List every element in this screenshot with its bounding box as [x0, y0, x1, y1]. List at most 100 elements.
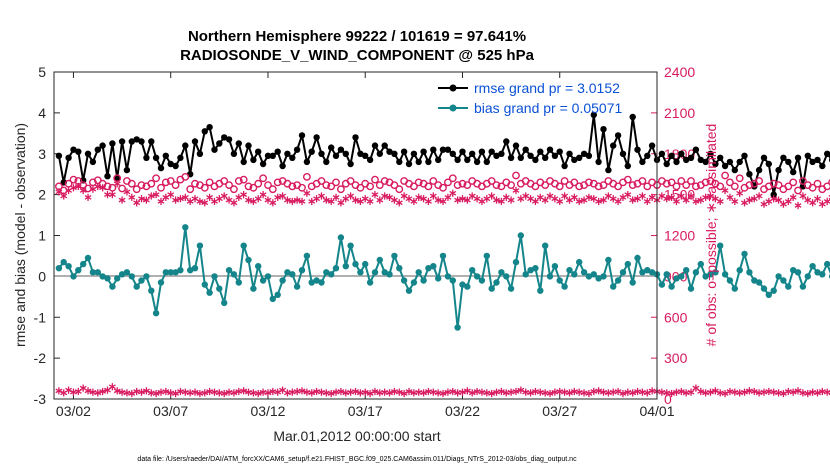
obs-assimilated-point	[668, 193, 676, 201]
obs-assimilated-point	[619, 389, 627, 398]
data-point	[600, 126, 607, 133]
obs-assimilated-point	[113, 387, 121, 395]
obs-assimilated-point	[245, 196, 252, 204]
obs-asterisk-stroke	[118, 197, 126, 203]
obs-asterisk-stroke	[147, 193, 155, 199]
data-point	[430, 263, 437, 270]
obs-assimilated-point	[677, 192, 685, 200]
obs-assimilated-point	[687, 388, 695, 396]
y-tick-label: -2	[34, 350, 47, 366]
data-point	[561, 283, 568, 290]
obs-assimilated-point	[415, 193, 423, 201]
data-point	[624, 260, 631, 268]
data-point	[522, 271, 529, 278]
data-point	[196, 242, 204, 249]
obs-asterisk-stroke	[298, 388, 306, 394]
obs-possible-point	[507, 181, 515, 190]
plot-area	[54, 72, 657, 399]
data-point	[726, 277, 734, 284]
obs-asterisk-stroke	[707, 193, 714, 199]
data-point	[809, 263, 816, 270]
obs-asterisk-stroke	[624, 192, 632, 197]
obs-assimilated-point	[220, 389, 228, 398]
data-point	[673, 158, 680, 166]
obs-possible-point	[531, 182, 540, 191]
obs-assimilated-point	[463, 387, 471, 395]
data-point	[439, 146, 447, 153]
data-point	[362, 260, 369, 268]
data-point	[770, 191, 777, 198]
obs-asterisk-stroke	[502, 194, 510, 200]
obs-assimilated-point	[318, 192, 325, 200]
obs-asterisk-stroke	[551, 389, 559, 395]
data-point	[303, 252, 311, 260]
data-point	[571, 271, 578, 278]
obs-assimilated-point	[818, 200, 826, 208]
obs-asterisk-stroke	[400, 391, 408, 396]
obs-asterisk-stroke	[668, 391, 676, 396]
obs-asterisk-stroke	[512, 188, 520, 193]
y-right-tick-label: 300	[664, 350, 688, 366]
obs-assimilated-point	[570, 193, 578, 201]
data-point	[298, 267, 306, 274]
obs-asterisk-stroke	[604, 390, 612, 396]
data-point	[123, 269, 131, 276]
data-point	[746, 171, 753, 178]
obs-asterisk-stroke	[507, 197, 515, 203]
obs-asterisk-stroke	[789, 194, 797, 200]
data-point	[746, 269, 753, 276]
obs-assimilated-point	[789, 388, 797, 396]
x-tick-label: 03/27	[542, 403, 577, 419]
obs-asterisk-stroke	[575, 199, 583, 204]
obs-assimilated-point	[794, 201, 802, 210]
obs-asterisk-stroke	[342, 390, 350, 396]
obs-assimilated-point	[55, 188, 63, 196]
data-point	[381, 269, 388, 276]
obs-assimilated-point	[128, 389, 136, 398]
obs-possible-point	[487, 177, 496, 185]
obs-asterisk-stroke	[755, 193, 763, 199]
obs-assimilated-point	[814, 195, 821, 203]
obs-asterisk-stroke	[779, 391, 787, 396]
data-point	[143, 273, 150, 280]
data-point	[230, 150, 238, 157]
obs-asterisk-stroke	[60, 193, 68, 199]
data-point	[235, 279, 242, 286]
data-point	[201, 128, 208, 135]
data-point	[99, 142, 106, 149]
data-point	[216, 285, 223, 292]
data-point	[561, 162, 568, 170]
obs-possible-point	[356, 183, 365, 192]
obs-assimilated-point	[303, 189, 311, 197]
data-point	[760, 285, 768, 292]
data-point	[804, 152, 811, 159]
obs-asterisk-stroke	[176, 196, 184, 202]
data-point	[211, 273, 218, 280]
obs-asterisk-stroke	[585, 391, 593, 396]
obs-assimilated-point	[638, 192, 646, 200]
obs-possible-point	[171, 181, 180, 190]
obs-asterisk-stroke	[390, 197, 398, 203]
obs-assimilated-point	[108, 383, 116, 391]
obs-asterisk-stroke	[736, 190, 744, 196]
obs-assimilated-point	[361, 388, 369, 396]
obs-asterisk-stroke	[113, 181, 121, 187]
data-point	[298, 132, 306, 139]
obs-asterisk-stroke	[522, 193, 530, 199]
data-point	[503, 138, 510, 145]
data-point	[323, 269, 330, 276]
data-point	[157, 279, 165, 286]
data-point	[337, 146, 345, 153]
obs-asterisk-stroke	[352, 197, 359, 203]
obs-possible-point	[127, 179, 136, 188]
obs-asterisk-stroke	[614, 389, 622, 394]
obs-possible-point	[147, 179, 156, 188]
data-point	[619, 150, 627, 157]
obs-possible-point	[371, 175, 379, 184]
obs-possible-point	[288, 182, 297, 191]
obs-asterisk-stroke	[794, 203, 802, 208]
data-point	[454, 156, 461, 164]
obs-assimilated-point	[643, 197, 651, 206]
data-point	[668, 152, 675, 159]
data-point	[289, 154, 296, 161]
